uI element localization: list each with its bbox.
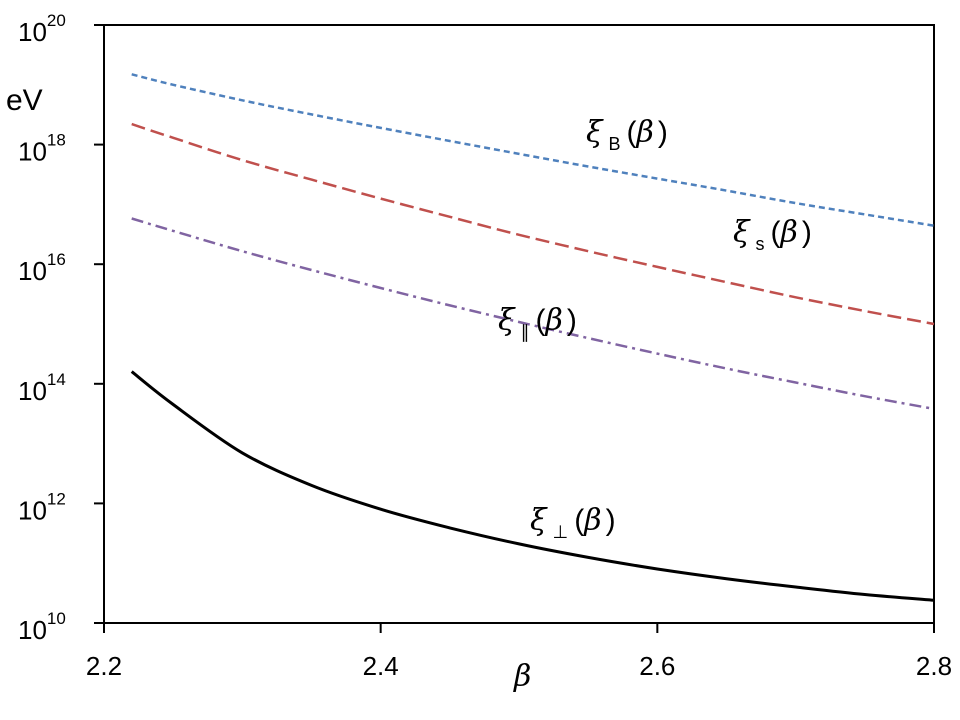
y-tick-label: 1018 xyxy=(18,131,66,167)
y-axis-label: eV xyxy=(6,84,43,117)
x-tick-label: 2.2 xyxy=(86,651,122,681)
x-axis-ticks: 2.2 2.4 2.6 2.8 xyxy=(86,623,952,681)
x-tick-label: 2.8 xyxy=(916,651,952,681)
series-label-4: ξ ⊥ (β) xyxy=(530,503,616,542)
series-line-3 xyxy=(131,217,935,411)
y-tick-label: 1010 xyxy=(18,609,66,645)
y-tick-label: 1012 xyxy=(18,489,66,525)
plot-frame xyxy=(103,24,935,624)
series-layer xyxy=(130,73,935,602)
series-labels: ξ B (β) ξ s (β) ξ ∥ (β) ξ ⊥ (β) xyxy=(498,115,812,542)
y-tick-label: 1014 xyxy=(18,370,66,406)
series-line-1 xyxy=(131,73,935,227)
x-tick-label: 2.4 xyxy=(363,651,399,681)
y-axis-ticks: 1010 1012 1014 1016 1018 1020 xyxy=(18,11,104,645)
series-label-1: ξ B (β) xyxy=(586,115,668,154)
series-line-4 xyxy=(130,370,935,602)
y-tick-label: 1016 xyxy=(18,250,66,286)
x-tick-label: 2.6 xyxy=(639,651,675,681)
series-label-3: ξ ∥ (β) xyxy=(498,303,577,342)
y-tick-label: 1020 xyxy=(18,11,66,47)
series-label-2: ξ s (β) xyxy=(733,215,812,254)
x-axis-label: β xyxy=(513,659,531,694)
series-line-2 xyxy=(131,122,935,326)
